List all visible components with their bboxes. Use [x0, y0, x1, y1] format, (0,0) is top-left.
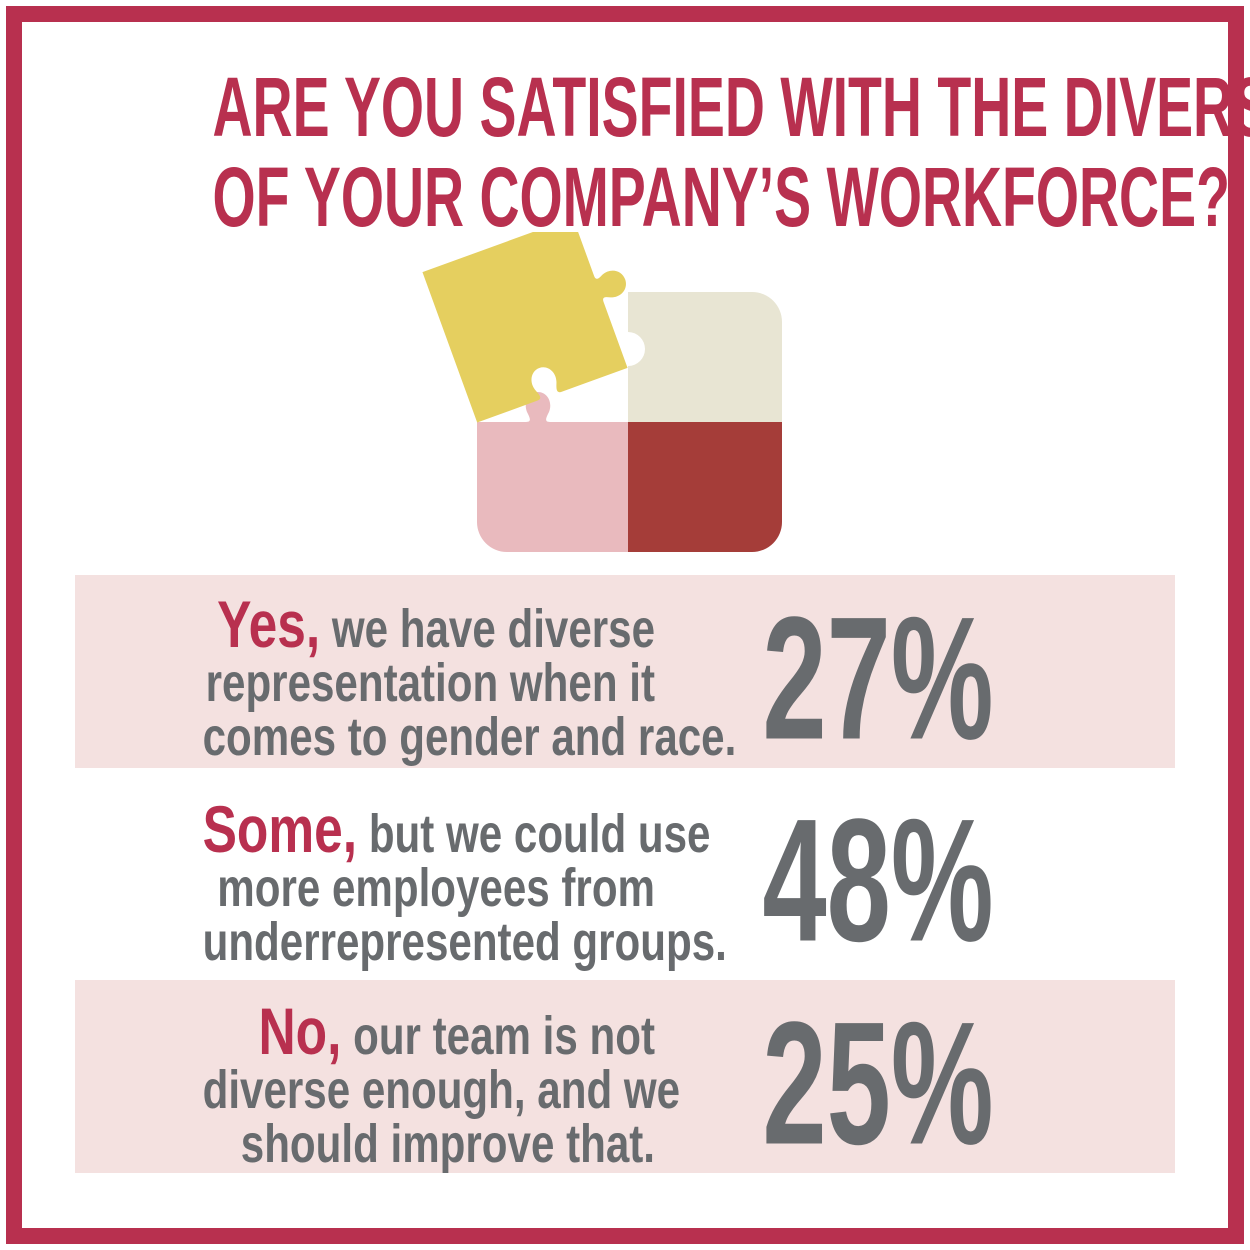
answer-line: should improve that. [240, 1114, 655, 1174]
answer-text-yes: Yes, we have diverse representation when… [202, 591, 737, 767]
page-title: ARE YOU SATISFIED WITH THE DIVERSITY OF … [212, 60, 1250, 244]
title-line-2: OF YOUR COMPANY’S WORKFORCE? [212, 150, 1230, 244]
decorative-frame-border [6, 6, 1244, 1244]
puzzle-piece-yellow [422, 232, 628, 423]
answer-lead-yes: Yes, [217, 587, 321, 661]
answer-row-no: No, our team is not diverse enough, and … [75, 980, 1175, 1173]
answer-line: diverse enough, and we [202, 1060, 681, 1120]
puzzle-piece-pink [477, 392, 628, 552]
percentage-some: 48% [762, 783, 994, 979]
answer-lead-no: No, [258, 994, 342, 1068]
answer-rest: but we could use [368, 804, 711, 864]
answer-rest: we have diverse [331, 599, 655, 659]
answer-lead-some: Some, [202, 792, 358, 866]
title-line-1: ARE YOU SATISFIED WITH THE DIVERSITY [212, 60, 1250, 154]
answer-line: Yes, we have diverse [203, 591, 655, 659]
answer-row-yes: Yes, we have diverse representation when… [75, 575, 1175, 768]
answer-line: No, our team is not [203, 998, 655, 1066]
puzzle-piece-red [628, 422, 782, 552]
answer-text-some: Some, but we could use more employees fr… [202, 796, 727, 972]
percentage-yes: 27% [762, 581, 994, 776]
answer-text-no: No, our team is not diverse enough, and … [202, 998, 681, 1174]
puzzle-piece-cream [628, 292, 782, 422]
answer-line: comes to gender and race. [202, 707, 737, 767]
answer-line: representation when it [205, 653, 655, 713]
answer-row-some: Some, but we could use more employees fr… [75, 768, 1175, 980]
answer-line: Some, but we could use [203, 796, 711, 862]
percentage-no: 25% [762, 986, 994, 1181]
answer-line: underrepresented groups. [202, 912, 727, 972]
puzzle-icon [422, 232, 782, 552]
answer-rest: our team is not [353, 1006, 655, 1066]
answer-line: more employees from [217, 858, 655, 918]
